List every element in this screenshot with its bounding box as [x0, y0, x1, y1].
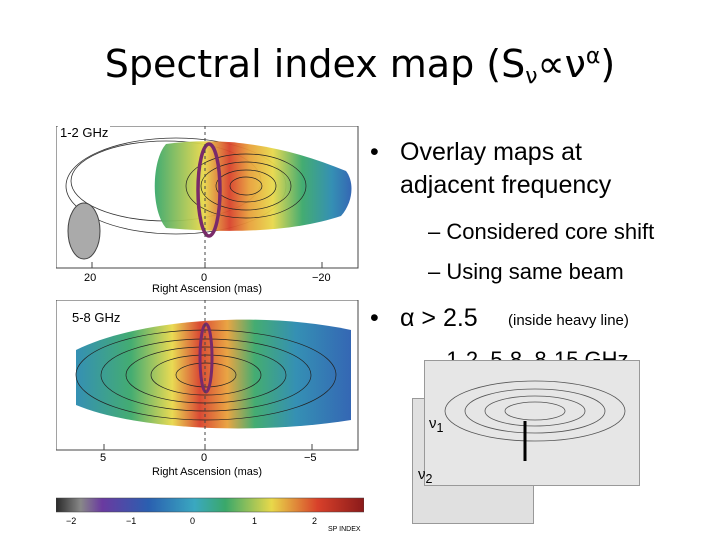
tick-label: 20: [84, 272, 97, 284]
bullet-2-main: α > 2.5: [400, 304, 478, 332]
spectral-map-panel-2: 5 0 −5 Right Ascension (mas) 5-8 GHz: [56, 300, 364, 478]
tick-label: −5: [304, 452, 317, 464]
title-main: Spectral index map (S: [104, 42, 526, 86]
inset-contour-image: [444, 380, 626, 461]
tick-label: 5: [100, 452, 107, 464]
axis-label: Right Ascension (mas): [152, 466, 263, 478]
colorbar-tick: 0: [190, 516, 196, 526]
slide-title: Spectral index map (Sν∝να): [0, 42, 720, 89]
spectral-map-panel-1: 20 0 −20 Right Ascension (mas) 1-2 GHz: [56, 125, 364, 295]
colorbar-tick: −1: [126, 516, 137, 526]
spectral-map-image-1: [56, 126, 359, 269]
bullet-1-line1: Overlay maps at: [400, 138, 583, 166]
sub-bullet-core-shift: – Considered core shift: [428, 219, 655, 244]
inset-nu1: ν1: [429, 415, 444, 435]
title-proportional: ∝ν: [537, 42, 586, 86]
colorbar-tick: 2: [312, 516, 318, 526]
freq-label: 5-8 GHz: [70, 310, 123, 325]
title-superscript: α: [585, 44, 601, 69]
colorbar-tick: 1: [252, 516, 258, 526]
spectral-index-colorbar: −2 −1 0 1 2 SP INDEX: [55, 496, 365, 536]
colorbar-label: SP INDEX: [328, 526, 361, 533]
inset-nu2: ν2: [418, 466, 433, 486]
tick-label: 0: [201, 272, 208, 284]
axis-label: Right Ascension (mas): [152, 283, 263, 295]
colorbar-image: [55, 497, 365, 513]
inset-overlay-figure: ν1: [424, 360, 640, 486]
colorbar-tick: −2: [66, 516, 77, 526]
tick-label: 0: [201, 452, 208, 464]
spectral-map-image-2: [56, 300, 359, 451]
bullet-1-line2: adjacent frequency: [400, 171, 612, 199]
tick-label: −20: [312, 272, 331, 284]
bullet-2-note: (inside heavy line): [508, 312, 629, 329]
title-end: ): [600, 42, 616, 86]
sub-bullet-same-beam: – Using same beam: [428, 259, 624, 284]
freq-label: 1-2 GHz: [58, 125, 111, 140]
title-subscript: ν: [525, 64, 538, 89]
